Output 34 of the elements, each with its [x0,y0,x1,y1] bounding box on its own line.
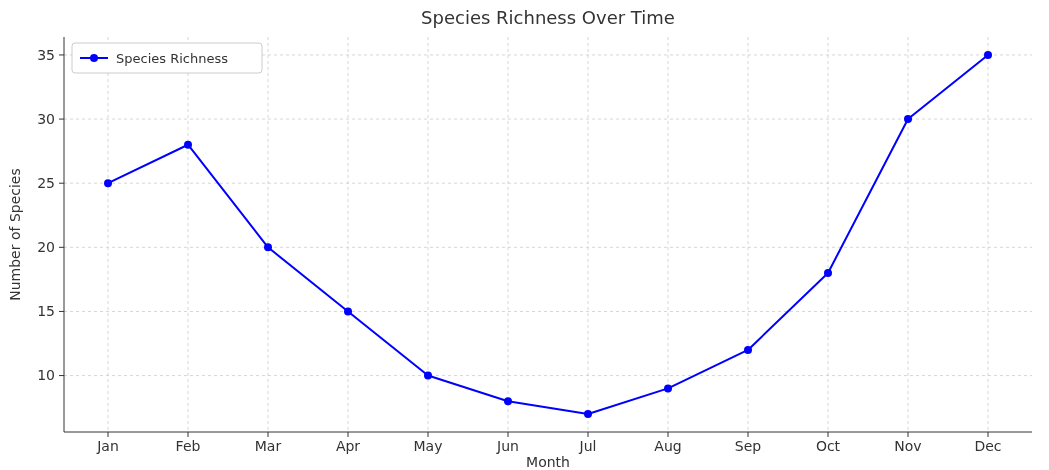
legend-label: Species Richness [116,50,229,66]
x-axis-title: Month [526,454,570,470]
point [904,115,912,124]
point [344,307,352,316]
x-tick-label: Mar [254,438,282,454]
point [584,410,592,419]
y-tick-label: 30 [37,110,55,127]
point [184,140,192,149]
x-tick-label: Sep [734,438,762,454]
point [424,371,432,380]
x-tick-label: Jan [96,438,119,454]
x-tick-label: Aug [654,438,682,454]
y-axis-title: Number of Species [7,168,23,301]
point [664,384,672,393]
point [744,345,752,354]
x-tick-label: Apr [335,438,361,454]
point [504,397,512,406]
chart-title: Species Richness Over Time [421,7,675,28]
point [264,243,272,252]
y-tick-label: 15 [37,303,55,320]
y-tick-label: 35 [37,46,55,63]
x-tick-label: Oct [815,438,841,454]
y-tick-label: 20 [37,239,55,256]
x-tick-label: Jul [578,438,597,454]
x-tick-label: Feb [175,438,201,454]
x-tick-label: May [413,438,443,454]
point [104,179,112,188]
x-tick-label: Jun [496,438,519,454]
x-tick-label: Nov [894,438,922,454]
y-tick-label: 10 [37,367,55,384]
point [984,50,992,59]
point [824,268,832,277]
y-tick-label: 25 [37,175,55,192]
x-tick-label: Dec [974,438,1002,454]
